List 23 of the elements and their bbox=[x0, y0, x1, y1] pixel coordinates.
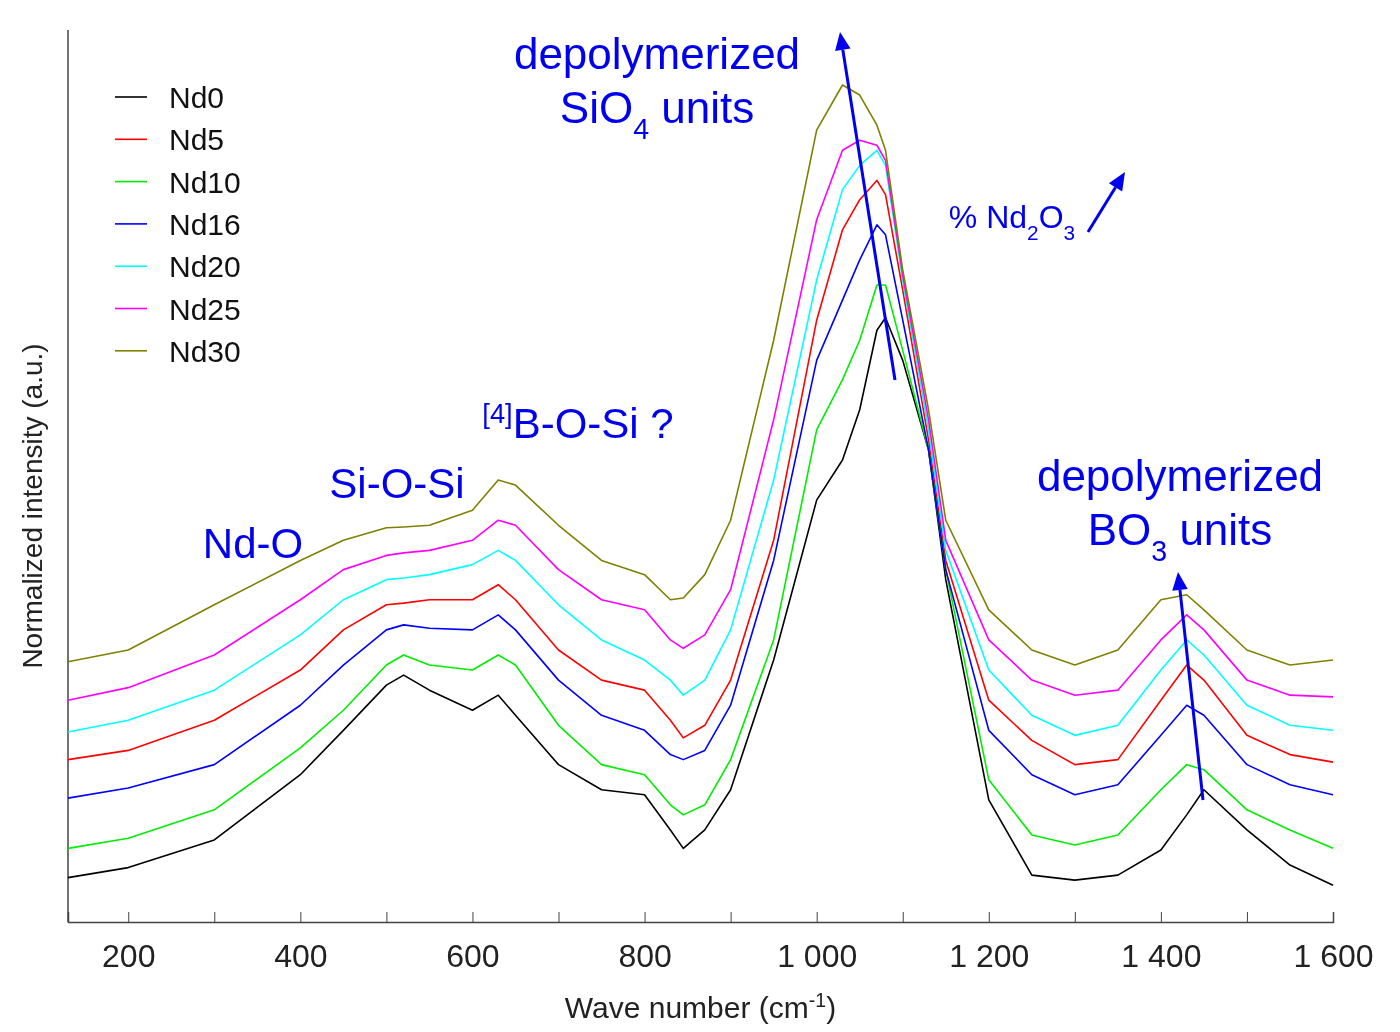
x-tick-label: 1 200 bbox=[949, 937, 1030, 974]
y-axis-title: Normalized intensity (a.u.) bbox=[17, 343, 48, 669]
annotation: depolymerized SiO$_{4}$ units bbox=[513, 29, 801, 145]
x-tick-label: 800 bbox=[618, 937, 672, 974]
legend-label: Nd5 bbox=[169, 123, 225, 157]
x-tick-label: 1 000 bbox=[777, 937, 858, 974]
annotation: Nd-O bbox=[202, 520, 304, 567]
x-tick-label: 200 bbox=[102, 937, 156, 974]
x-tick-label: 600 bbox=[446, 937, 500, 974]
x-tick-label: 400 bbox=[274, 937, 328, 974]
annotation: $^{[4]}$B-O-Si ? bbox=[482, 397, 674, 447]
x-tick-label: 1 600 bbox=[1293, 937, 1374, 974]
x-axis-title: Wave number (cm$^{-1}$) bbox=[564, 989, 837, 1024]
legend-label: Nd0 bbox=[169, 81, 225, 114]
annotation: % Nd$_{2}$O$_{3}$ bbox=[948, 199, 1076, 244]
legend-label: Nd25 bbox=[169, 292, 241, 326]
annotation: depolymerized BO$_{3}$ units bbox=[1036, 451, 1324, 567]
x-tick-label: 1 400 bbox=[1121, 937, 1202, 974]
legend-label: Nd30 bbox=[169, 334, 241, 368]
annotation: Si-O-Si bbox=[329, 460, 465, 507]
legend-label: Nd16 bbox=[169, 207, 241, 241]
legend-label: Nd20 bbox=[169, 250, 241, 284]
legend-label: Nd10 bbox=[169, 165, 241, 199]
